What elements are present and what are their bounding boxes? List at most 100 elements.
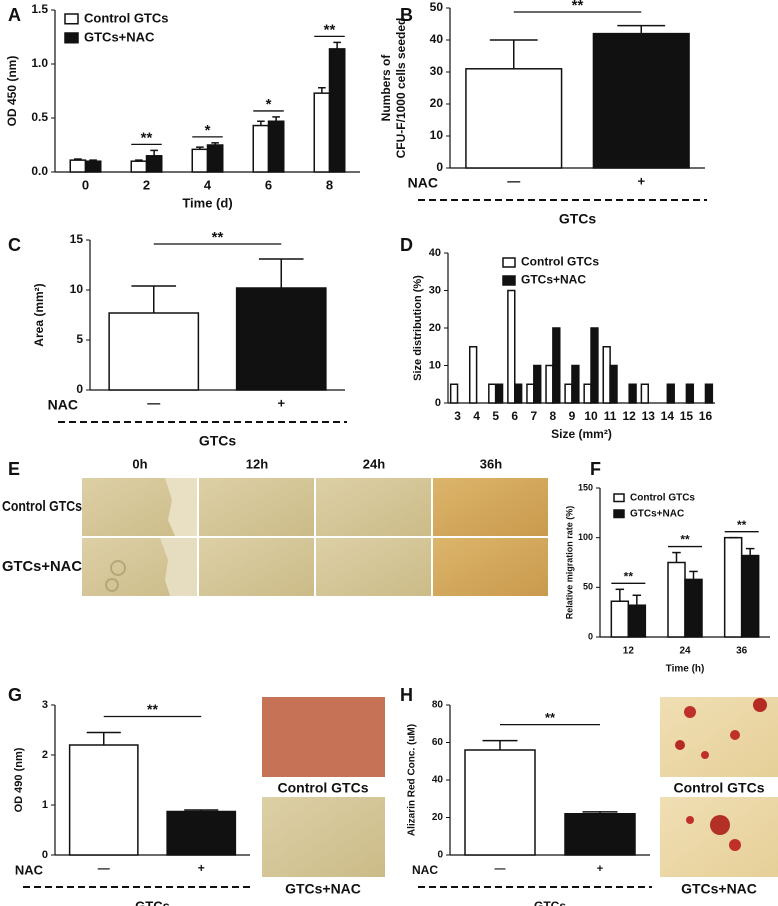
y-tick-label: 30 [430, 64, 444, 78]
bar [667, 561, 686, 638]
bar [609, 364, 618, 404]
x-tick-label: 12 [623, 646, 635, 657]
y-axis-label: Numbers of [379, 54, 393, 122]
y-tick-label: 1 [42, 799, 48, 811]
cell [105, 578, 119, 592]
scratch-edge [160, 538, 197, 596]
legend-swatch [613, 493, 625, 503]
error-bar [272, 116, 280, 122]
scratch-edge [165, 478, 197, 536]
column-label: 24h [363, 456, 385, 471]
x-axis-label: Time (d) [182, 195, 232, 210]
bar [84, 160, 102, 173]
bar [449, 383, 459, 404]
error-bar [89, 159, 97, 162]
y-tick-label: 3 [42, 699, 48, 711]
bar [571, 364, 580, 404]
x-tick-label: 24 [679, 646, 691, 657]
bar [592, 32, 690, 169]
bar [488, 383, 497, 404]
significance-label: ** [141, 129, 153, 146]
group-label: NAC [408, 175, 438, 191]
row-label: Control GTCs [2, 498, 82, 515]
x-tick-label: 16 [699, 409, 713, 423]
x-tick-label: 15 [680, 409, 694, 423]
legend-label: Control GTCs [630, 492, 695, 503]
significance-label: ** [212, 229, 224, 246]
y-tick-label: 2 [42, 749, 48, 761]
error-bar [333, 41, 341, 49]
bar [108, 312, 200, 391]
group-label: NAC [15, 862, 44, 877]
error-bar [689, 570, 698, 580]
nodule [684, 706, 696, 718]
panel-g-images [262, 697, 385, 877]
y-tick-label: 40 [432, 775, 444, 786]
legend-swatch [502, 257, 516, 268]
panel-letter: D [400, 235, 413, 255]
y-tick-label: 0 [435, 397, 441, 409]
x-tick-label: + [198, 861, 205, 875]
bar [191, 148, 209, 173]
bar [145, 155, 163, 173]
error-bar [489, 39, 538, 69]
panel-e-images [82, 478, 548, 596]
x-tick-label: 6 [265, 177, 272, 192]
y-tick-label: 60 [432, 737, 444, 748]
y-tick-label: 10 [430, 128, 444, 142]
image-caption: Control GTCs [674, 780, 765, 796]
bar [627, 604, 647, 638]
bar [166, 810, 237, 856]
y-tick-label: 50 [583, 582, 593, 592]
error-bar [482, 739, 518, 750]
group-label: NAC [48, 397, 78, 413]
bar [740, 554, 760, 638]
significance-label: ** [545, 710, 556, 725]
x-axis-label: Time (h) [666, 664, 705, 675]
bar [526, 383, 535, 404]
error-bar [582, 811, 618, 814]
bar [628, 383, 637, 404]
error-bar [318, 87, 326, 94]
group-label: NAC [412, 863, 438, 877]
column-label: 0h [132, 456, 147, 471]
y-tick-label: 80 [432, 700, 444, 711]
bar [468, 346, 478, 404]
micrograph [199, 478, 314, 536]
bar [68, 744, 139, 856]
bar [602, 346, 611, 404]
y-tick-label: 20 [432, 812, 444, 823]
error-bar [257, 120, 265, 126]
micrograph [433, 478, 548, 536]
y-tick-label: 0 [42, 849, 48, 861]
error-bar [211, 142, 219, 145]
error-bar [74, 158, 82, 161]
error-bar [672, 551, 681, 563]
y-axis-label: Alizarin Red Conc. (uM) [407, 724, 418, 836]
y-tick-label: 50 [430, 0, 444, 14]
bar [464, 749, 536, 856]
x-tick-label: 11 [604, 409, 617, 423]
error-bar [632, 594, 642, 606]
x-axis-label: Size (mm²) [551, 427, 612, 441]
x-tick-label: 9 [569, 409, 576, 423]
error-bar [150, 149, 158, 156]
x-tick-label: 2 [143, 177, 150, 192]
bar [130, 160, 148, 173]
panel-letter: C [8, 235, 21, 255]
error-bar [258, 258, 304, 288]
bar [545, 364, 554, 404]
stain [262, 697, 385, 777]
x-tick-label: + [277, 395, 285, 410]
nodule [675, 740, 685, 750]
y-tick-label: 15 [70, 232, 84, 246]
y-tick-label: 10 [429, 359, 441, 371]
bar [465, 68, 563, 169]
significance-label: ** [680, 533, 690, 547]
y-axis-label: Relative migration rate (%) [564, 506, 574, 620]
error-bar [135, 159, 143, 162]
x-tick-label: 14 [661, 409, 675, 423]
nodule [730, 730, 740, 740]
legend-swatch [64, 13, 79, 25]
